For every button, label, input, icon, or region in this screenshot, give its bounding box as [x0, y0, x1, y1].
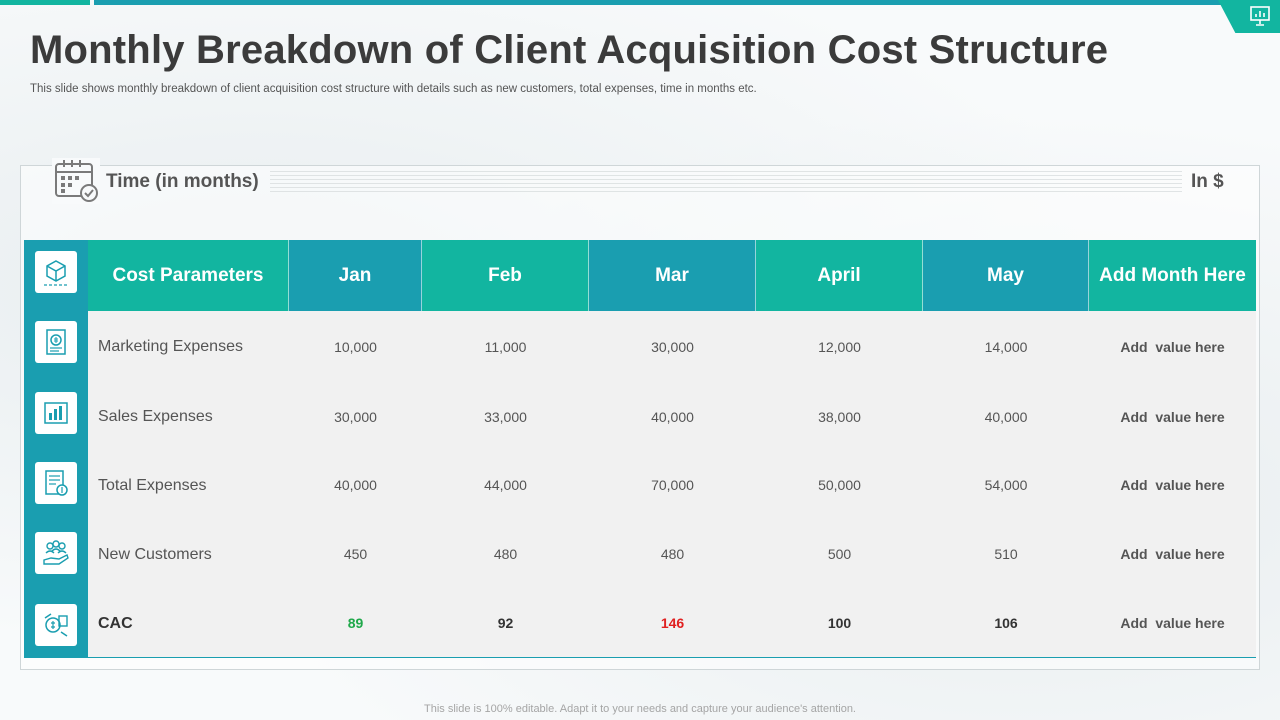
- customers-hand-icon: [43, 540, 69, 565]
- table-cell: 50,000: [818, 477, 861, 493]
- cube-icon: [44, 260, 68, 286]
- sales-icon-box: [35, 392, 77, 434]
- table-cell: 33,000: [484, 409, 527, 425]
- table-cell: 44,000: [484, 477, 527, 493]
- table-cell: 70,000: [651, 477, 694, 493]
- table-cell: 92: [497, 615, 514, 631]
- decorative-pattern: [270, 168, 1182, 192]
- header-jan: Jan: [289, 240, 422, 311]
- table-bottom-line: [88, 657, 1256, 658]
- calendar-icon: [55, 160, 98, 202]
- marketing-report-icon: [46, 329, 66, 355]
- table-cell: 38,000: [818, 409, 861, 425]
- table-cell-placeholder: Add value here: [1120, 339, 1225, 355]
- header-feb: Feb: [422, 240, 589, 311]
- cac-cell-highest: 146: [660, 615, 685, 631]
- calendar-icon-wrap: [52, 158, 100, 204]
- top-accent-bar-right: [94, 0, 1224, 5]
- table-cell: 106: [994, 615, 1018, 631]
- time-label: Time (in months): [106, 171, 259, 192]
- cube-icon-box: [35, 251, 77, 293]
- table-cell-placeholder: Add value here: [1120, 409, 1225, 425]
- marketing-icon-box: [35, 321, 77, 363]
- invoice-dollar-icon: [45, 470, 68, 496]
- row-label-total: Total Expenses: [98, 477, 207, 494]
- row-label-new-customers: New Customers: [98, 546, 212, 563]
- header-cost-parameters: Cost Parameters: [88, 240, 289, 311]
- customers-icon-box: [35, 532, 77, 574]
- presentation-icon: [1250, 6, 1270, 26]
- table-cell: 480: [493, 546, 518, 562]
- total-icon-box: [35, 462, 77, 504]
- table-cell-placeholder: Add value here: [1120, 477, 1225, 493]
- header-mar: Mar: [589, 240, 756, 311]
- cac-cell-lowest: 89: [347, 615, 364, 631]
- top-accent-bar-left: [0, 0, 90, 5]
- header-may: May: [923, 240, 1089, 311]
- sales-chart-icon: [44, 402, 68, 424]
- table-cell: 40,000: [334, 477, 377, 493]
- footer-note: This slide is 100% editable. Adapt it to…: [424, 703, 856, 715]
- money-exchange-icon: [44, 613, 68, 637]
- table-cell: 54,000: [984, 477, 1028, 493]
- unit-label: In $: [1191, 171, 1224, 192]
- page-title: Monthly Breakdown of Client Acquisition …: [30, 28, 1109, 72]
- header-april: April: [756, 240, 923, 311]
- table-cell: 500: [827, 546, 852, 562]
- table-cell: 40,000: [651, 409, 694, 425]
- table-cell: 30,000: [334, 409, 377, 425]
- cac-icon-box: [35, 604, 77, 646]
- header-add-month: Add Month Here: [1089, 240, 1256, 311]
- table-cell: 10,000: [334, 339, 377, 355]
- table-cell-placeholder: Add value here: [1120, 546, 1225, 562]
- row-label-sales: Sales Expenses: [98, 408, 213, 425]
- table-cell: 450: [343, 546, 368, 562]
- row-label-marketing: Marketing Expenses: [98, 338, 243, 355]
- table-cell: 510: [994, 546, 1018, 562]
- table-cell: 100: [827, 615, 852, 631]
- row-label-cac: CAC: [98, 615, 133, 632]
- table-cell: 11,000: [484, 339, 527, 355]
- page-subtitle: This slide shows monthly breakdown of cl…: [30, 83, 757, 95]
- table-cell: 14,000: [984, 339, 1028, 355]
- table-cell: 30,000: [651, 339, 694, 355]
- icon-column: [24, 240, 88, 658]
- table-cell: 12,000: [818, 339, 861, 355]
- table-cell: 480: [660, 546, 685, 562]
- table-cell: 40,000: [984, 409, 1028, 425]
- table-cell-placeholder: Add value here: [1120, 615, 1225, 631]
- table-body: [88, 311, 1256, 657]
